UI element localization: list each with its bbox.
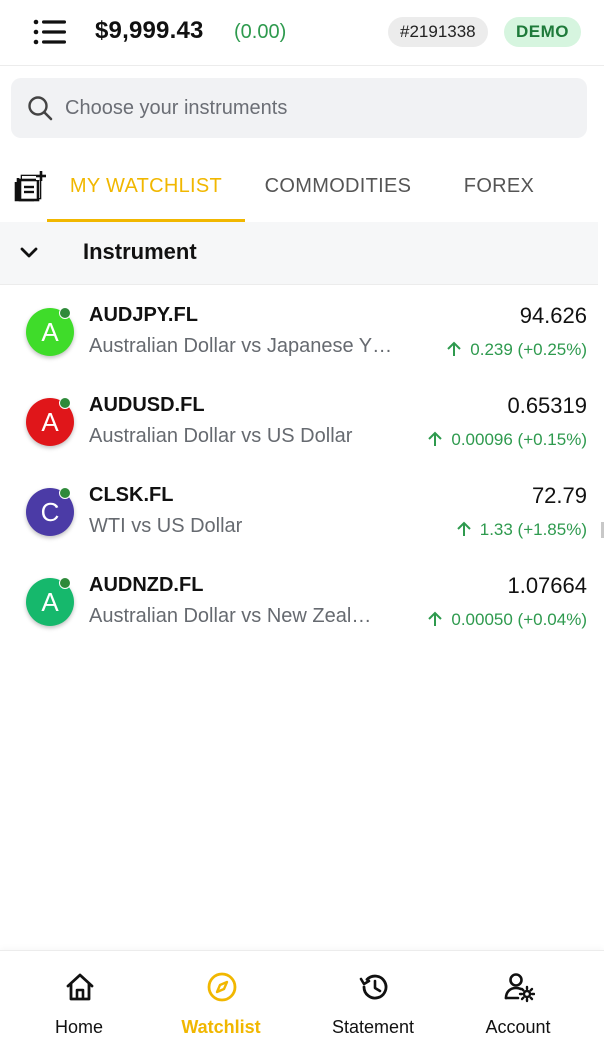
home-icon	[64, 971, 96, 1003]
search-input[interactable]	[65, 78, 565, 138]
instrument-change-value: 0.00096 (+0.15%)	[451, 430, 587, 449]
menu-icon[interactable]	[32, 18, 68, 46]
compass-icon	[206, 971, 238, 1003]
tab-forex[interactable]: FOREX	[463, 175, 535, 197]
nav-statement[interactable]: Statement	[298, 951, 448, 1057]
instrument-change: 0.00050 (+0.04%)	[427, 610, 587, 630]
instrument-price: 1.07664	[507, 573, 587, 598]
add-watchlist-icon[interactable]	[14, 170, 46, 202]
demo-badge[interactable]: DEMO	[504, 17, 581, 47]
account-settings-icon	[503, 971, 536, 1003]
instrument-change-value: 0.239 (+0.25%)	[470, 340, 587, 359]
chevron-down-icon[interactable]	[18, 242, 40, 264]
instrument-change: 1.33 (+1.85%)	[456, 520, 587, 540]
instrument-symbol: AUDJPY.FL	[89, 304, 198, 326]
account-balance: $9,999.43	[95, 17, 204, 44]
instrument-avatar: C	[26, 488, 74, 536]
arrow-up-icon	[447, 341, 461, 356]
balance-change: (0.00)	[234, 21, 287, 43]
nav-home-label: Home	[54, 1017, 103, 1037]
instrument-change-value: 0.00050 (+0.04%)	[451, 610, 587, 629]
arrow-up-icon	[428, 611, 443, 626]
history-icon	[358, 971, 390, 1003]
bottom-navigation: Home Watchlist Statement	[0, 950, 604, 1057]
instrument-row[interactable]: A AUDJPY.FL Australian Dollar vs Japanes…	[0, 286, 598, 376]
instrument-symbol: CLSK.FL	[89, 484, 174, 506]
search-icon	[27, 95, 53, 121]
search-bar[interactable]	[11, 78, 587, 138]
instrument-avatar: A	[26, 578, 74, 626]
arrow-up-icon	[428, 431, 443, 446]
online-indicator	[59, 307, 71, 319]
instrument-avatar: A	[26, 308, 74, 356]
instrument-description: Australian Dollar vs New Zeal…	[89, 605, 372, 627]
account-id-badge[interactable]: #2191338	[388, 17, 488, 47]
nav-statement-label: Statement	[331, 1017, 415, 1037]
top-bar: $9,999.43 (0.00) #2191338 DEMO	[0, 0, 604, 66]
online-indicator	[59, 577, 71, 589]
instrument-description: Australian Dollar vs US Dollar	[89, 425, 353, 447]
instrument-group-header[interactable]: Instrument	[0, 222, 598, 285]
instrument-group-title: Instrument	[83, 239, 197, 264]
nav-account[interactable]: Account	[443, 951, 593, 1057]
nav-watchlist-label: Watchlist	[181, 1017, 261, 1037]
nav-home[interactable]: Home	[4, 951, 154, 1057]
instrument-row[interactable]: A AUDNZD.FL Australian Dollar vs New Zea…	[0, 556, 598, 646]
online-indicator	[59, 397, 71, 409]
instrument-price: 0.65319	[507, 393, 587, 418]
instrument-change-value: 1.33 (+1.85%)	[479, 520, 587, 539]
instrument-description: WTI vs US Dollar	[89, 515, 243, 537]
instrument-price: 94.626	[519, 303, 587, 328]
nav-account-label: Account	[485, 1017, 551, 1037]
instrument-price: 72.79	[531, 483, 587, 508]
instrument-change: 0.00096 (+0.15%)	[427, 430, 587, 450]
instrument-row[interactable]: A AUDUSD.FL Australian Dollar vs US Doll…	[0, 376, 598, 466]
instrument-description: Australian Dollar vs Japanese Y…	[89, 335, 393, 357]
online-indicator	[59, 487, 71, 499]
tab-commodities[interactable]: COMMODITIES	[264, 175, 412, 197]
instrument-symbol: AUDUSD.FL	[89, 394, 205, 416]
scrollbar[interactable]	[601, 522, 604, 538]
instrument-change: 0.239 (+0.25%)	[446, 340, 587, 360]
instrument-row[interactable]: C CLSK.FL WTI vs US Dollar 72.79 1.33 (+…	[0, 466, 598, 556]
nav-watchlist[interactable]: Watchlist	[146, 951, 296, 1057]
watchlist-tabs: MY WATCHLIST COMMODITIES FOREX	[0, 160, 604, 222]
instrument-symbol: AUDNZD.FL	[89, 574, 204, 596]
arrow-up-icon	[457, 521, 471, 536]
tab-my-watchlist[interactable]: MY WATCHLIST	[47, 160, 245, 222]
